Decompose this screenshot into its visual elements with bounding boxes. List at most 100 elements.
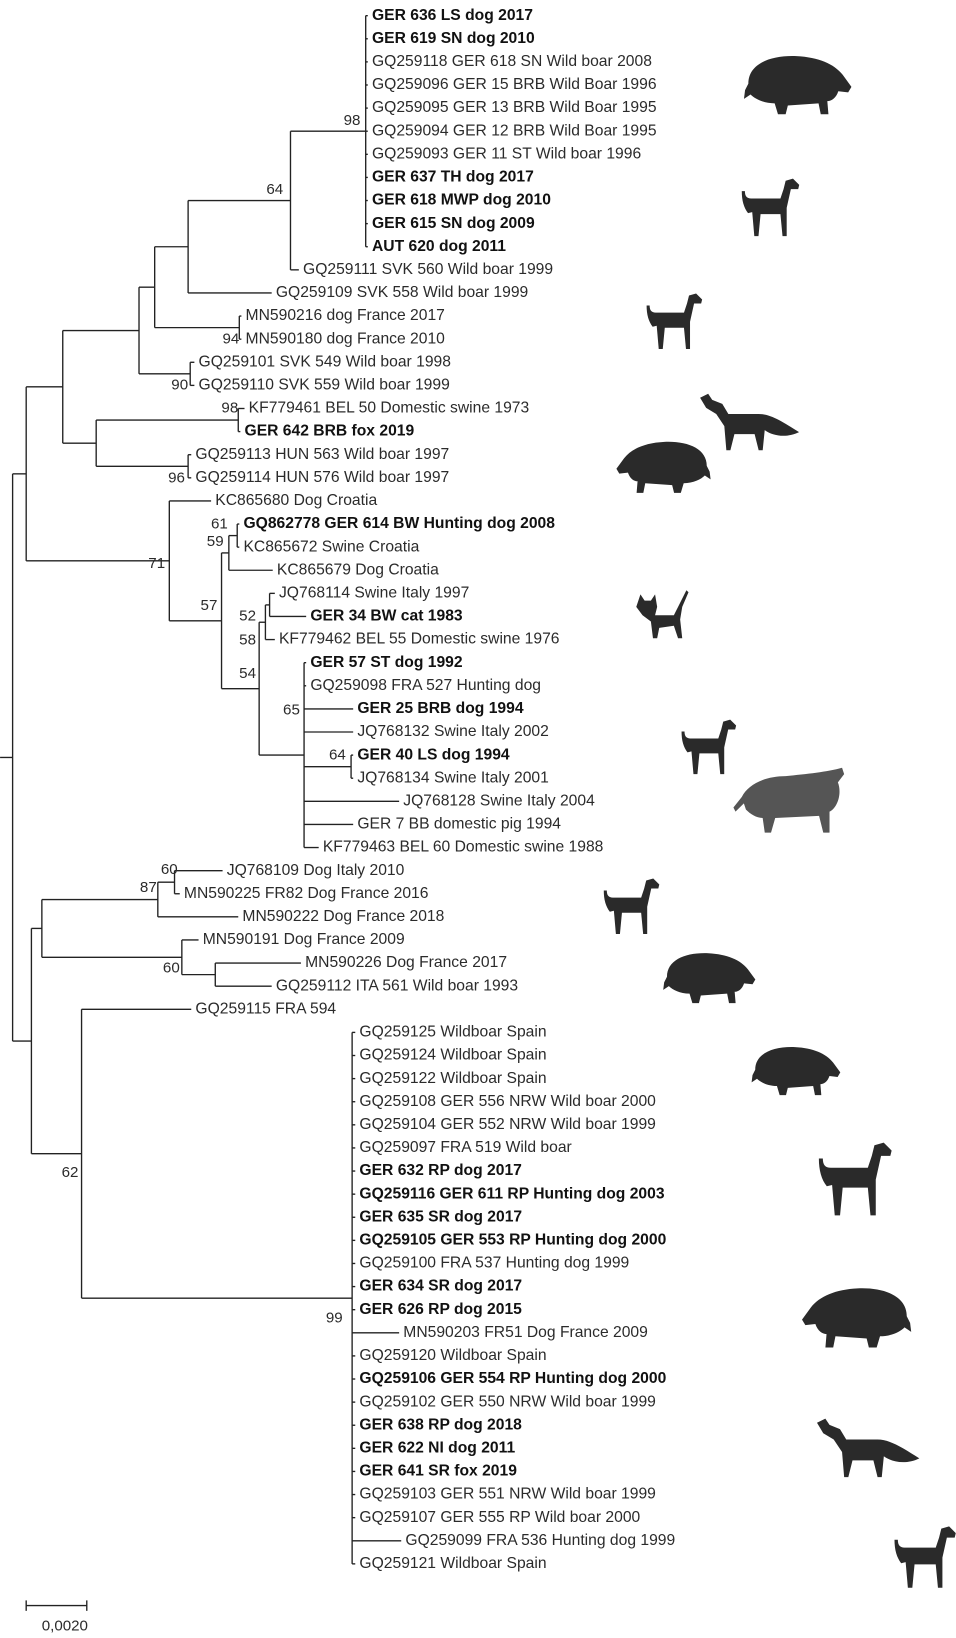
- support-value: 65: [283, 701, 300, 718]
- leaf-label: GER 25 BRB dog 1994: [357, 700, 523, 717]
- dog-icon: [682, 720, 737, 775]
- leaf-label: GER 615 SN dog 2009: [372, 215, 535, 232]
- leaf-label: GQ259102 GER 550 NRW Wild boar 1999: [359, 1393, 655, 1410]
- support-value: 98: [221, 399, 238, 416]
- leaf-label: JQ768128 Swine Italy 2004: [403, 792, 595, 809]
- support-value: 96: [168, 469, 185, 486]
- leaf-label: GQ259124 Wildboar Spain: [359, 1047, 546, 1064]
- leaf-label: JQ768109 Dog Italy 2010: [227, 862, 405, 879]
- leaf-label: GQ259115 FRA 594: [195, 1000, 336, 1017]
- leaf-label: GQ259103 GER 551 NRW Wild boar 1999: [359, 1486, 655, 1503]
- support-value: 87: [140, 879, 157, 896]
- leaf-label: KC865679 Dog Croatia: [277, 561, 439, 578]
- leaf-label: MN590216 dog France 2017: [246, 307, 445, 324]
- leaf-label: GER 622 NI dog 2011: [359, 1439, 515, 1456]
- support-value: 60: [163, 959, 180, 976]
- leaf-label: GQ259111 SVK 560 Wild boar 1999: [303, 261, 553, 278]
- dog-icon: [604, 878, 660, 934]
- leaf-label: GER 7 BB domestic pig 1994: [357, 816, 561, 833]
- boar-icon: [744, 56, 851, 114]
- leaf-label: GQ259116 GER 611 RP Hunting dog 2003: [359, 1185, 664, 1202]
- leaf-label: MN590180 dog France 2010: [246, 330, 446, 347]
- leaf-label: GER 642 BRB fox 2019: [245, 423, 415, 440]
- leaf-label: MN590203 FR51 Dog France 2009: [403, 1324, 648, 1341]
- silhouettes: [604, 56, 956, 1588]
- leaf-label: GQ259114 HUN 576 Wild boar 1997: [195, 469, 449, 486]
- leaf-label: GQ259107 GER 555 RP Wild boar 2000: [359, 1509, 640, 1526]
- leaf-label: GQ259100 FRA 537 Hunting dog 1999: [359, 1255, 629, 1272]
- leaf-label: GQ259125 Wildboar Spain: [359, 1024, 546, 1041]
- leaf-label: KC865672 Swine Croatia: [243, 538, 419, 555]
- leaf-label: GER 619 SN dog 2010: [372, 30, 535, 47]
- leaf-label: AUT 620 dog 2011: [372, 238, 506, 255]
- boar-icon: [663, 953, 755, 1003]
- leaf-label: GQ259108 GER 556 NRW Wild boar 2000: [359, 1093, 656, 1110]
- dog-icon: [894, 1526, 955, 1587]
- leaf-label: GQ259121 Wildboar Spain: [359, 1555, 546, 1572]
- leaf-label: GQ259120 Wildboar Spain: [359, 1347, 546, 1364]
- support-value: 71: [148, 555, 165, 572]
- leaf-label: GQ259113 HUN 563 Wild boar 1997: [195, 446, 449, 463]
- boar-icon: [616, 442, 710, 493]
- leaf-label: GQ259104 GER 552 NRW Wild boar 1999: [359, 1116, 655, 1133]
- dog-icon: [819, 1143, 892, 1216]
- fox-icon: [817, 1419, 919, 1478]
- leaf-label: GER 641 SR fox 2019: [359, 1463, 517, 1480]
- support-value: 57: [201, 597, 218, 614]
- leaf-label: MN590222 Dog France 2018: [242, 908, 444, 925]
- boar-icon: [752, 1047, 841, 1095]
- support-value: 54: [239, 665, 256, 682]
- leaf-label: KF779461 BEL 50 Domestic swine 1973: [249, 400, 530, 417]
- leaf-label: GER 638 RP dog 2018: [359, 1416, 522, 1433]
- fox-icon: [700, 394, 799, 451]
- support-value: 90: [171, 376, 188, 393]
- scale-bar-label: 0,0020: [42, 1618, 88, 1635]
- leaf-label: GER 40 LS dog 1994: [357, 746, 510, 763]
- support-value: 52: [239, 607, 256, 624]
- support-value: 64: [329, 746, 346, 763]
- dog-icon: [742, 179, 799, 236]
- phylogenetic-tree: 0,0020 GER 636 LS dog 2017 GER 619 SN dog…: [0, 0, 956, 1638]
- leaf-label: JQ768132 Swine Italy 2002: [357, 723, 548, 740]
- support-value: 59: [207, 533, 224, 550]
- pig-icon: [733, 768, 844, 833]
- leaf-label: GER 626 RP dog 2015: [359, 1301, 522, 1318]
- cat-icon: [636, 590, 688, 638]
- support-value: 58: [239, 631, 256, 648]
- support-value: 98: [344, 112, 361, 129]
- boar-icon: [802, 1288, 911, 1347]
- support-value: 64: [266, 181, 283, 198]
- support-value: 61: [211, 515, 228, 532]
- leaf-label: GER 637 TH dog 2017: [372, 169, 534, 186]
- leaf-label: KF779463 BEL 60 Domestic swine 1988: [323, 839, 604, 856]
- leaf-label: GQ259106 GER 554 RP Hunting dog 2000: [359, 1370, 666, 1387]
- leaf-label: KF779462 BEL 55 Domestic swine 1976: [279, 631, 560, 648]
- leaf-label: MN590225 FR82 Dog France 2016: [184, 885, 429, 902]
- leaf-label: GER 618 MWP dog 2010: [372, 192, 551, 209]
- leaf-label: GQ259118 GER 618 SN Wild boar 2008: [372, 53, 652, 70]
- leaf-label: GER 635 SR dog 2017: [359, 1208, 522, 1225]
- leaf-label: GQ259098 FRA 527 Hunting dog: [310, 677, 541, 694]
- leaf-label: GQ259094 GER 12 BRB Wild Boar 1995: [372, 122, 657, 139]
- leaf-label: MN590226 Dog France 2017: [305, 954, 507, 971]
- support-value: 99: [326, 1309, 343, 1326]
- leaf-label: GQ259122 Wildboar Spain: [359, 1070, 546, 1087]
- leaf-label: GQ259097 FRA 519 Wild boar: [359, 1139, 571, 1156]
- leaf-label: JQ768114 Swine Italy 1997: [279, 584, 469, 601]
- leaf-label: GQ259101 SVK 549 Wild boar 1998: [199, 353, 452, 370]
- leaf-label: GER 34 BW cat 1983: [310, 608, 463, 625]
- leaf-label: GQ259105 GER 553 RP Hunting dog 2000: [359, 1232, 666, 1249]
- leaf-label: JQ768134 Swine Italy 2001: [357, 769, 548, 786]
- leaf-label: GQ259095 GER 13 BRB Wild Boar 1995: [372, 99, 657, 116]
- leaf-label: KC865680 Dog Croatia: [215, 492, 377, 509]
- leaf-label: GQ862778 GER 614 BW Hunting dog 2008: [243, 515, 555, 532]
- leaf-label: GQ259093 GER 11 ST Wild boar 1996: [372, 145, 641, 162]
- support-value: 62: [62, 1164, 79, 1181]
- leaf-label: GQ259112 ITA 561 Wild boar 1993: [276, 977, 519, 994]
- support-value: 94: [222, 331, 239, 348]
- leaf-label: GQ259110 SVK 559 Wild boar 1999: [199, 377, 450, 394]
- leaf-label: GER 636 LS dog 2017: [372, 7, 533, 24]
- support-value: 60: [161, 861, 178, 878]
- leaf-label: GER 634 SR dog 2017: [359, 1278, 522, 1295]
- leaf-label: GQ259096 GER 15 BRB Wild Boar 1996: [372, 76, 657, 93]
